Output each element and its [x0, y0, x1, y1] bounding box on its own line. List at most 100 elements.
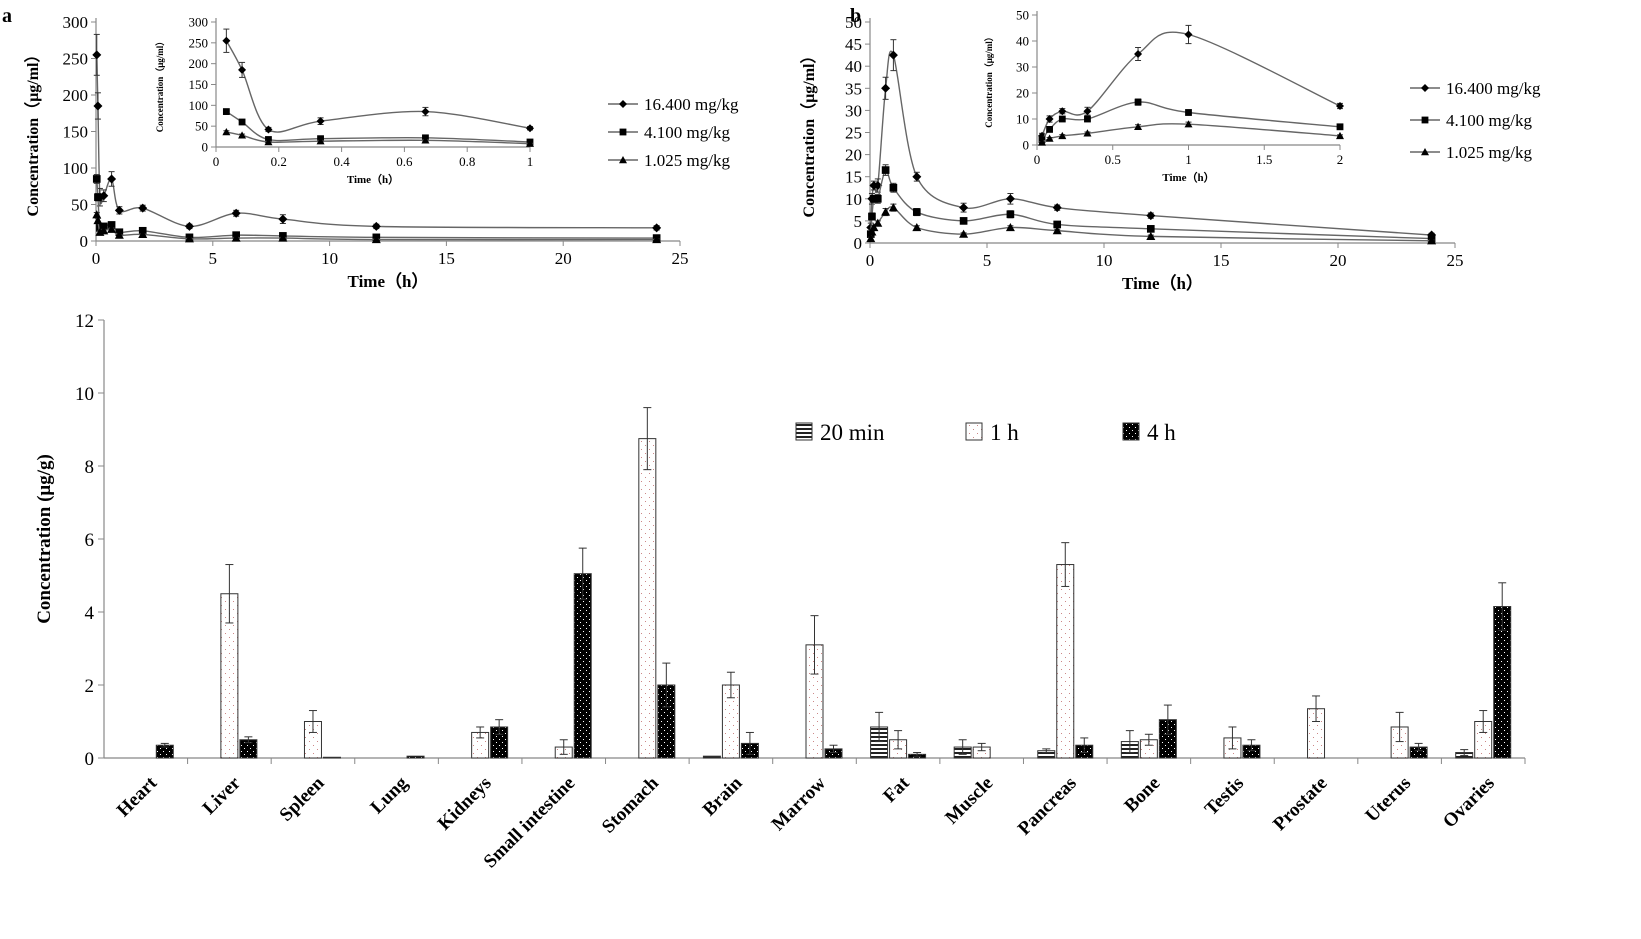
- y-tick-label: 10: [845, 190, 862, 209]
- x-tick-label: 5: [209, 249, 218, 268]
- y-tick-label: 6: [85, 530, 95, 551]
- y-tick-label: 15: [845, 168, 862, 187]
- legend-label: 1.025 mg/kg: [644, 151, 730, 170]
- x-tick-label: 15: [1213, 251, 1230, 270]
- bar: [322, 756, 341, 759]
- data-point: [1336, 102, 1344, 110]
- series-line: [225, 110, 531, 143]
- y-tick-label: 8: [85, 457, 95, 478]
- x-tick-label: 0: [1034, 152, 1041, 167]
- data-point: [1005, 194, 1015, 204]
- data-point: [1146, 211, 1156, 221]
- y-tick-label: 200: [189, 56, 209, 71]
- y-tick-label: 2: [85, 676, 95, 697]
- y-tick-label: 300: [189, 15, 209, 30]
- chart-b-inset: 0 10 20 30 40 50 0 0.5 1 1.5 2 Time（h） Concentration…: [984, 8, 1344, 184]
- legend-label: 4.100 mg/kg: [1446, 111, 1532, 130]
- legend-a: 16.400 mg/kg 4.100 mg/kg 1.025 mg/kg: [608, 95, 739, 170]
- y-tick-label: 0: [1023, 138, 1030, 153]
- data-point: [92, 210, 102, 219]
- x-category-label: Fat: [879, 772, 914, 807]
- data-point: [1052, 226, 1062, 235]
- data-point: [1185, 109, 1192, 116]
- data-point: [1336, 123, 1344, 131]
- data-point: [93, 216, 103, 225]
- x-category-label: Spleen: [276, 772, 329, 825]
- x-tick-label: 0: [213, 154, 220, 169]
- y-tick-label: 25: [845, 123, 862, 142]
- data-point: [1184, 120, 1193, 128]
- y-tick-label: 50: [845, 13, 862, 32]
- data-point: [1058, 107, 1067, 116]
- y-tick-label: 0: [854, 234, 863, 253]
- y-tick-label: 30: [1016, 60, 1029, 75]
- y-axis-label: Concentration（μg/ml）: [984, 32, 994, 128]
- x-tick-label: 1: [527, 154, 534, 169]
- data-point: [1006, 210, 1015, 219]
- x-category-label: Heart: [113, 772, 162, 821]
- data-point: [94, 193, 102, 202]
- legend-marker: [1421, 116, 1429, 124]
- legend-swatch: [965, 422, 983, 441]
- x-category-label: Bone: [1120, 773, 1164, 817]
- legend-marker: [619, 128, 627, 136]
- y-axis-label: Concentration（μg/ml）: [24, 47, 42, 217]
- data-point: [238, 118, 246, 126]
- x-axis-label: Time（h）: [348, 271, 429, 291]
- data-point: [1336, 131, 1344, 140]
- x-tick-label: 5: [983, 251, 992, 270]
- data-point: [888, 50, 898, 60]
- y-tick-label: 300: [63, 13, 89, 32]
- x-tick-label: 1: [1185, 152, 1192, 167]
- legend-label: 20 min: [820, 420, 885, 445]
- y-tick-label: 40: [1016, 34, 1029, 49]
- legend-label: 4 h: [1147, 420, 1176, 445]
- data-point: [652, 223, 662, 233]
- x-tick-label: 0.4: [333, 154, 350, 169]
- x-category-label: Lung: [367, 772, 413, 818]
- x-tick-label: 25: [672, 249, 689, 268]
- data-point: [421, 136, 430, 144]
- x-tick-label: 2: [1337, 152, 1344, 167]
- data-point: [238, 65, 247, 74]
- data-point: [421, 107, 430, 116]
- x-category-label: Muscle: [941, 773, 997, 829]
- x-category-label: Brain: [699, 772, 747, 820]
- data-point: [652, 235, 662, 244]
- data-point: [881, 207, 891, 216]
- y-tick-label: 100: [63, 159, 89, 178]
- data-point: [867, 227, 877, 236]
- data-point: [371, 221, 381, 231]
- x-tick-label: 20: [1330, 251, 1347, 270]
- x-category-label: Uterus: [1361, 773, 1415, 827]
- data-point: [93, 101, 103, 111]
- data-point: [1052, 203, 1062, 213]
- x-category-label: Prostate: [1269, 773, 1331, 835]
- data-point: [1053, 220, 1062, 229]
- y-tick-label: 45: [845, 35, 862, 54]
- legend-swatch: [795, 422, 813, 441]
- data-point: [912, 172, 922, 182]
- data-point: [1184, 30, 1193, 39]
- x-category-label: Stomach: [598, 772, 663, 837]
- y-tick-label: 250: [63, 49, 89, 68]
- data-point: [959, 229, 969, 238]
- data-point: [92, 50, 102, 60]
- legend-label: 16.400 mg/kg: [644, 95, 739, 114]
- y-axis-label: Concentration（μg/ml）: [155, 37, 165, 133]
- data-point: [869, 223, 879, 232]
- legend-marker: [619, 156, 627, 164]
- x-category-label: Ovaries: [1439, 773, 1499, 833]
- x-tick-label: 10: [321, 249, 338, 268]
- bar: [702, 755, 721, 759]
- chart-tissue-bars: 0 2 4 6 8 10 12 Concentration (μg/g) Heart Liver S…: [34, 311, 1526, 872]
- x-tick-label: 20: [555, 249, 572, 268]
- data-point: [1058, 115, 1066, 123]
- y-tick-label: 10: [1016, 112, 1029, 127]
- data-point: [912, 223, 922, 232]
- data-point: [1046, 126, 1053, 133]
- legend-label: 16.400 mg/kg: [1446, 79, 1541, 98]
- legend-label: 4.100 mg/kg: [644, 123, 730, 142]
- data-point: [184, 221, 194, 231]
- y-tick-label: 35: [845, 79, 862, 98]
